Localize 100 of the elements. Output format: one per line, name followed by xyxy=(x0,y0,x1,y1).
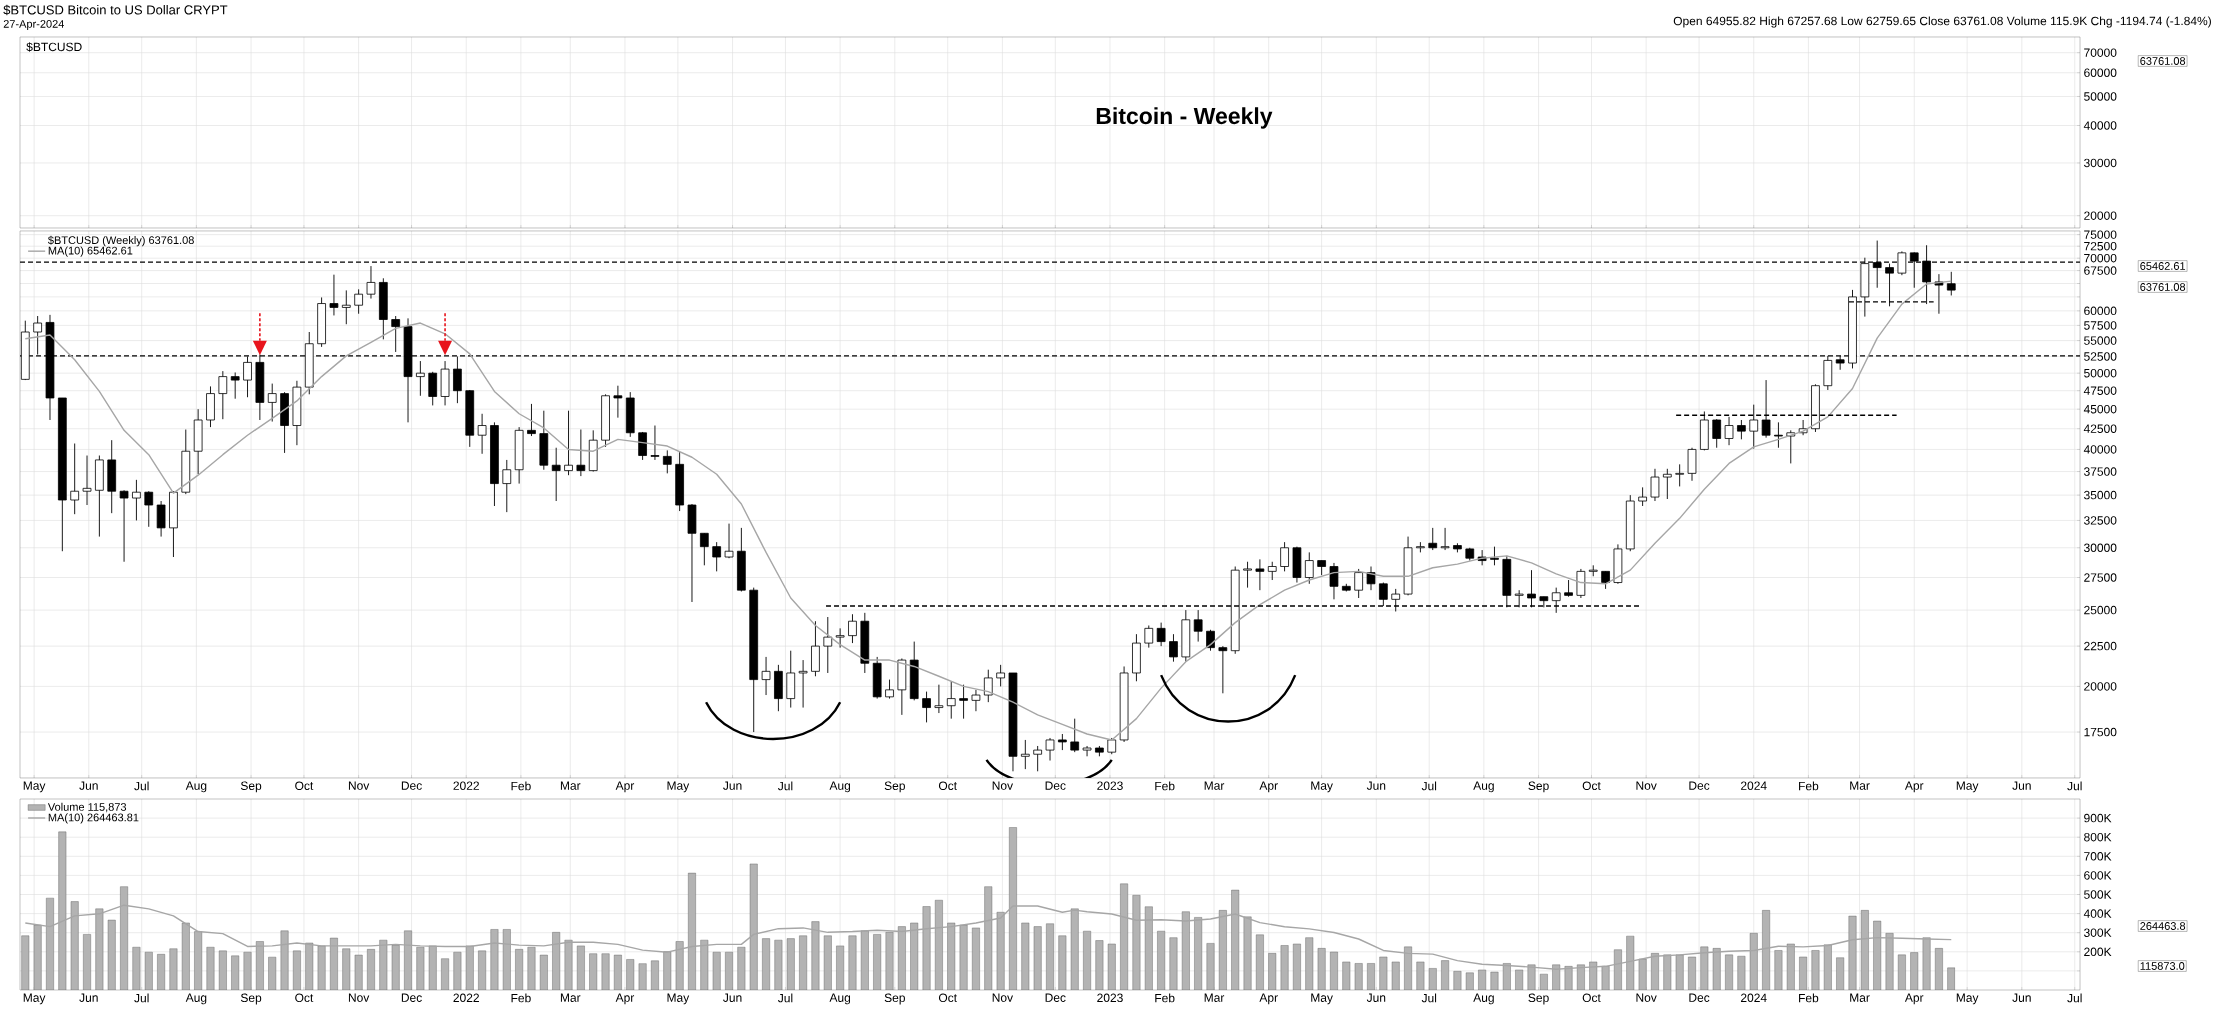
x-tick-label: Aug xyxy=(185,993,207,1005)
bar xyxy=(317,945,326,990)
x-tick-label: Nov xyxy=(348,993,370,1002)
x-tick-label: Dec xyxy=(1045,993,1066,1002)
x-tick-label: Apr xyxy=(1259,993,1278,1005)
x-tick-label: Oct xyxy=(1582,993,1601,1003)
x-tick-label: 2022 xyxy=(453,993,479,1003)
bar xyxy=(712,951,721,990)
bar xyxy=(107,919,116,990)
x-tick-label: Dec xyxy=(401,993,422,1002)
bar xyxy=(1552,964,1561,990)
y-tick-label: 800K xyxy=(2084,832,2112,842)
candlestick xyxy=(82,455,92,506)
y-tick-label: 30000 xyxy=(2084,543,2117,553)
candlestick xyxy=(329,274,339,316)
bar xyxy=(897,926,906,990)
bar xyxy=(1009,827,1017,990)
x-tick-label: Jun xyxy=(1366,781,1386,790)
bar xyxy=(1194,917,1203,990)
bar xyxy=(1638,958,1647,990)
candlestick xyxy=(971,689,981,712)
candlestick xyxy=(1156,622,1166,647)
bar xyxy=(848,935,857,990)
x-tick-label: May xyxy=(23,993,46,1005)
bar xyxy=(947,922,956,990)
x-tick-label: Jul xyxy=(2067,993,2082,1003)
y-tick-label: 47500 xyxy=(2083,386,2117,395)
y-tick-label: 40000 xyxy=(2083,121,2117,130)
x-tick-label: Aug xyxy=(829,993,851,1005)
candlestick xyxy=(638,431,647,461)
bar xyxy=(1811,950,1820,990)
x-tick-label: Sep xyxy=(884,993,905,1005)
candlestick xyxy=(798,659,808,709)
candlestick xyxy=(341,289,351,325)
candlestick xyxy=(1712,418,1722,449)
candlestick xyxy=(1045,737,1055,761)
x-tick-label: Sep xyxy=(240,993,262,1005)
x-tick-label: Jul xyxy=(1421,781,1437,791)
x-tick-label: Apr xyxy=(1904,781,1924,793)
y-tick-label: 60000 xyxy=(2084,306,2117,316)
candlestick xyxy=(1737,419,1746,440)
y-tick-label: 17500 xyxy=(2084,727,2117,737)
y-tick-label: 27500 xyxy=(2084,573,2117,582)
y-tick-label: 60000 xyxy=(2084,68,2117,77)
y-tick-label: 37500 xyxy=(2084,467,2117,476)
candlestick xyxy=(724,523,734,559)
bar xyxy=(1169,937,1178,990)
x-tick-label: Sep xyxy=(1528,781,1549,793)
candlestick xyxy=(1662,468,1672,500)
bar xyxy=(1070,908,1079,990)
bar xyxy=(589,953,598,990)
candlestick xyxy=(662,449,672,474)
bar xyxy=(465,945,474,990)
bar xyxy=(1799,956,1808,990)
bar xyxy=(614,954,622,990)
bar xyxy=(46,897,54,990)
candlestick xyxy=(1144,625,1154,649)
candlestick xyxy=(1329,562,1339,600)
bar xyxy=(441,958,449,990)
bar xyxy=(268,956,277,990)
x-tick-label: May xyxy=(1311,993,1333,1005)
candlestick xyxy=(1774,421,1783,449)
bar xyxy=(1675,954,1684,990)
candlestick xyxy=(354,288,363,315)
candlestick xyxy=(1946,271,1956,296)
candlestick xyxy=(156,500,166,538)
y-tick-label: 45000 xyxy=(2083,404,2117,414)
x-tick-label: Mar xyxy=(560,781,581,790)
y-tick-label: 57500 xyxy=(2084,321,2117,330)
y-tick-label: 32500 xyxy=(2084,516,2117,525)
x-tick-label: Jun xyxy=(723,993,742,1002)
candlestick xyxy=(885,679,894,700)
candlestick xyxy=(922,691,931,723)
bar xyxy=(1404,946,1412,990)
bar xyxy=(1527,964,1536,990)
candlestick xyxy=(267,383,277,423)
bar xyxy=(601,953,610,990)
bar xyxy=(1873,920,1882,990)
bar xyxy=(1910,952,1919,990)
x-tick-label: Mar xyxy=(560,993,581,1002)
bar xyxy=(1367,963,1375,990)
bar xyxy=(330,937,338,990)
bar xyxy=(1774,950,1783,990)
bar xyxy=(157,954,166,990)
text: 63761.08 xyxy=(2140,57,2186,65)
bar xyxy=(255,941,264,990)
bar xyxy=(1120,883,1128,990)
bar xyxy=(1515,969,1524,990)
bar xyxy=(1589,961,1598,990)
x-tick-label: Feb xyxy=(511,993,531,1003)
bar xyxy=(1539,973,1548,990)
bar xyxy=(33,924,42,990)
candlestick xyxy=(502,459,512,513)
bar xyxy=(552,932,561,990)
bar xyxy=(181,922,190,990)
y-tick-label: 20000 xyxy=(2084,682,2117,691)
candlestick xyxy=(1490,546,1499,566)
bar xyxy=(1342,961,1351,990)
candlestick xyxy=(144,490,154,528)
candlestick xyxy=(218,370,228,420)
